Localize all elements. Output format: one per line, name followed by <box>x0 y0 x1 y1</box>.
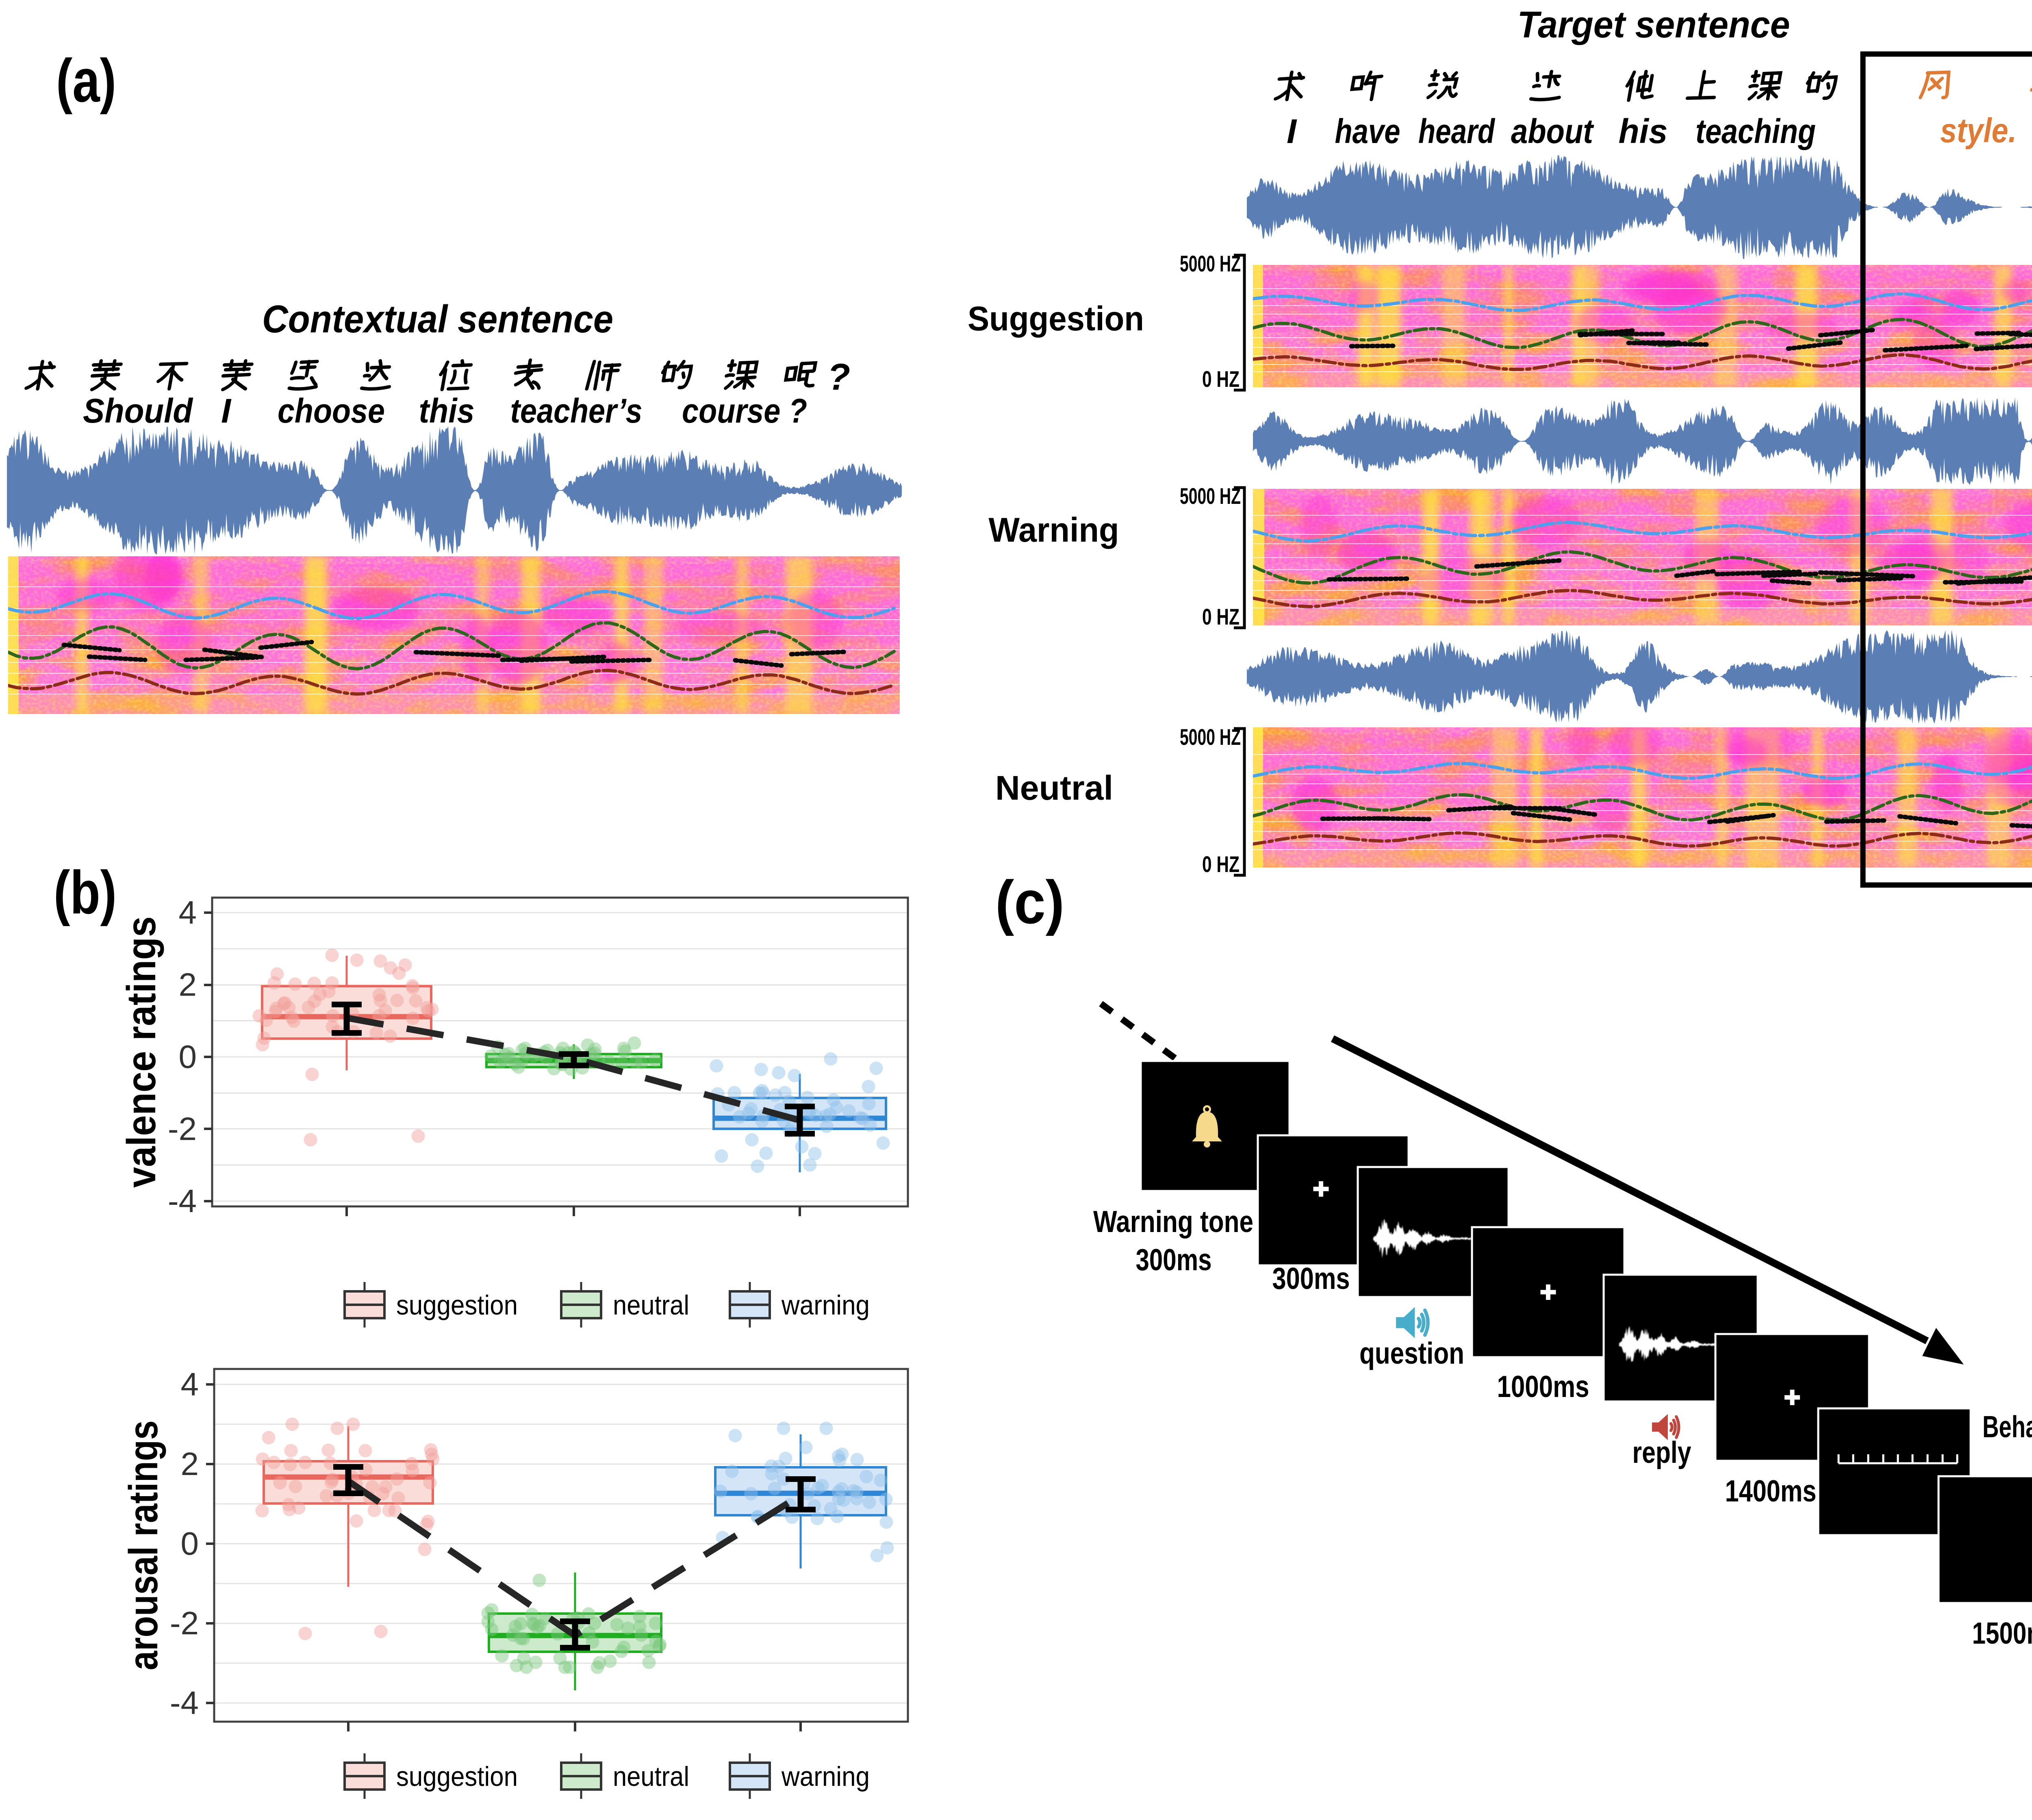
svg-text:-2: -2 <box>170 1605 199 1641</box>
svg-text:suggestion: suggestion <box>396 1290 518 1321</box>
svg-text:arousal ratings: arousal ratings <box>121 1421 166 1670</box>
svg-text:(b): (b) <box>54 858 117 926</box>
svg-text:choose: choose <box>278 392 385 430</box>
svg-text:question: question <box>1359 1336 1464 1370</box>
svg-text:course ?: course ? <box>682 392 807 430</box>
svg-text:I: I <box>221 392 232 430</box>
svg-text:heard: heard <box>1418 112 1495 150</box>
svg-text:-4: -4 <box>168 1183 197 1219</box>
svg-text:Suggestion: Suggestion <box>968 299 1144 338</box>
svg-text:Behavioral intention judgment: Behavioral intention judgment <box>1982 1410 2032 1444</box>
svg-text:have: have <box>1335 112 1400 150</box>
svg-text:0: 0 <box>179 1039 197 1075</box>
svg-text:-2: -2 <box>168 1111 197 1147</box>
svg-text:?: ? <box>827 356 850 398</box>
svg-text:neutral: neutral <box>613 1290 689 1321</box>
svg-text:4: 4 <box>179 894 197 931</box>
svg-text:Target sentence: Target sentence <box>1517 4 1790 46</box>
svg-text:teaching: teaching <box>1696 112 1816 150</box>
svg-text:his: his <box>1619 112 1668 150</box>
svg-text:4: 4 <box>181 1366 199 1402</box>
svg-text:5000 HZ: 5000 HZ <box>1180 724 1241 750</box>
svg-text:2: 2 <box>179 967 197 1003</box>
svg-text:300ms: 300ms <box>1272 1261 1350 1295</box>
svg-text:1400ms: 1400ms <box>1725 1474 1817 1508</box>
svg-text:warning: warning <box>781 1290 870 1321</box>
svg-text:Warning tone: Warning tone <box>1093 1204 1253 1239</box>
svg-text:300ms: 300ms <box>1136 1243 1212 1277</box>
svg-text:Neutral: Neutral <box>995 769 1113 807</box>
svg-text:1000ms: 1000ms <box>1497 1369 1589 1404</box>
svg-text:-4: -4 <box>170 1685 199 1721</box>
svg-text:5000 HZ: 5000 HZ <box>1180 483 1241 509</box>
svg-text:(c): (c) <box>995 868 1064 936</box>
svg-text:teacher’s: teacher’s <box>510 392 643 430</box>
svg-text:reply: reply <box>1633 1435 1691 1469</box>
svg-text:about: about <box>1511 112 1594 150</box>
svg-text:neutral: neutral <box>613 1761 689 1792</box>
svg-text:Contextual sentence: Contextual sentence <box>262 297 613 341</box>
svg-text:0 HZ: 0 HZ <box>1202 604 1240 629</box>
svg-text:5000 HZ: 5000 HZ <box>1180 251 1241 276</box>
svg-text:Should: Should <box>83 392 193 430</box>
svg-text:0: 0 <box>181 1525 199 1562</box>
svg-text:0 HZ: 0 HZ <box>1202 851 1240 877</box>
svg-text:I: I <box>1287 112 1297 150</box>
svg-text:Warning: Warning <box>989 511 1119 549</box>
svg-text:suggestion: suggestion <box>396 1761 518 1792</box>
svg-text:warning: warning <box>781 1761 870 1792</box>
svg-text:2: 2 <box>181 1446 199 1482</box>
svg-text:this: this <box>419 392 475 430</box>
svg-text:style.: style. <box>1940 111 2017 150</box>
svg-text:0 HZ: 0 HZ <box>1202 366 1240 392</box>
svg-text:valence ratings: valence ratings <box>119 916 164 1188</box>
svg-text:1500ms: 1500ms <box>1972 1616 2032 1650</box>
svg-text:(a): (a) <box>56 46 116 115</box>
